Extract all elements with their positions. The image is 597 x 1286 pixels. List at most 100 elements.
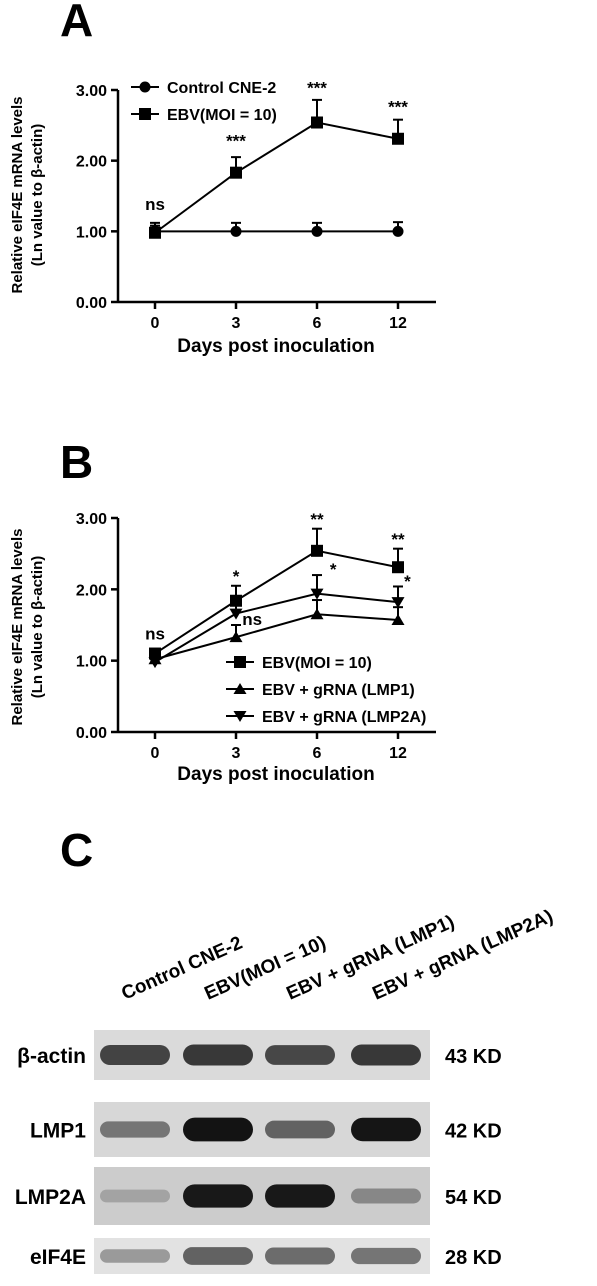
- blot-band: [183, 1184, 253, 1208]
- y-tick-label: 2.00: [76, 154, 107, 171]
- y-tick-label: 3.00: [76, 83, 107, 100]
- y-tick-label: 3.00: [76, 511, 107, 528]
- data-point: [392, 132, 404, 145]
- panel-a-xlabel: Days post inoculation: [177, 336, 374, 357]
- panel-a-legend: Control CNE-2 EBV(MOI = 10): [131, 80, 277, 124]
- legend-marker: [233, 683, 247, 694]
- significance-label: *: [404, 572, 411, 591]
- panel-c-letter: C: [60, 824, 93, 876]
- significance-label: **: [391, 530, 405, 549]
- blot-protein-label: LMP1: [30, 1120, 86, 1143]
- data-point: [229, 608, 243, 620]
- blot-band: [183, 1117, 253, 1142]
- blot-band: [265, 1247, 335, 1265]
- data-point: [230, 166, 242, 179]
- legend-label: EBV + gRNA (LMP2A): [262, 709, 426, 726]
- series-line: [154, 121, 399, 234]
- x-tick-label: 3: [232, 745, 241, 762]
- legend-marker: [139, 81, 151, 93]
- blot-band: [100, 1044, 170, 1066]
- series-line: [154, 549, 399, 655]
- panel-a-ylabel: Relative eIF4E mRNA levels (Ln value to …: [9, 96, 46, 293]
- data-point: [391, 614, 405, 626]
- blot-band: [351, 1044, 421, 1066]
- blot-band: [265, 1120, 335, 1139]
- panel-a-ylabel-line2: (Ln value to β-actin): [29, 124, 46, 267]
- blot-rows: β-actin 43 KD LMP1 42 KD LMP2A 54 KD eIF4E 28 K…: [15, 1030, 502, 1274]
- blot-band: [100, 1189, 170, 1203]
- y-tick-label: 2.00: [76, 582, 107, 599]
- blot-band: [265, 1184, 335, 1208]
- legend-entry: EBV + gRNA (LMP2A): [226, 709, 426, 726]
- data-point: [229, 631, 243, 643]
- data-point: [149, 226, 161, 239]
- blot-size-label: 28 KD: [445, 1247, 502, 1269]
- blot-protein-label: LMP2A: [15, 1186, 86, 1209]
- y-tick-label: 1.00: [76, 654, 107, 671]
- y-tick-label: 0.00: [76, 725, 107, 742]
- legend-label: EBV(MOI = 10): [167, 107, 277, 124]
- blot-band: [351, 1188, 421, 1204]
- blot-row-2: LMP1 42 KD: [30, 1102, 502, 1157]
- legend-marker: [233, 711, 247, 722]
- panel-b-letter: B: [60, 436, 93, 488]
- blot-band: [183, 1044, 253, 1066]
- y-tick-label: 1.00: [76, 224, 107, 241]
- x-tick-label: 6: [313, 745, 322, 762]
- blot-band: [183, 1247, 253, 1265]
- blot-band: [351, 1247, 421, 1265]
- panel-a-axes: 0.00 1.00 2.00 3.00 0 3 6 12: [76, 83, 436, 332]
- significance-label: ns: [145, 624, 165, 643]
- significance-label: **: [310, 510, 324, 529]
- significance-label: ***: [388, 98, 408, 117]
- data-point: [391, 597, 405, 609]
- data-point: [310, 588, 324, 600]
- x-tick-label: 12: [389, 745, 407, 762]
- blot-size-label: 42 KD: [445, 1121, 502, 1143]
- series-2: [149, 98, 404, 239]
- blot-protein-label: eIF4E: [30, 1246, 86, 1269]
- series-1: [149, 527, 404, 660]
- significance-label: ***: [307, 79, 327, 98]
- significance-label: *: [233, 567, 240, 586]
- panel-b-legend: EBV(MOI = 10) EBV + gRNA (LMP1) EBV + gRNA…: [226, 655, 426, 726]
- legend-entry: EBV + gRNA (LMP1): [226, 682, 415, 699]
- data-point: [148, 657, 162, 669]
- data-point: [311, 544, 323, 557]
- panel-b-ylabel-line1: Relative eIF4E mRNA levels: [9, 528, 26, 725]
- legend-entry: EBV(MOI = 10): [226, 655, 372, 672]
- blot-band: [351, 1117, 421, 1142]
- panel-b-series: [148, 527, 405, 669]
- data-point: [230, 225, 242, 237]
- significance-label: ns: [145, 195, 165, 214]
- blot-size-label: 43 KD: [445, 1046, 502, 1068]
- panel-b-xlabel: Days post inoculation: [177, 764, 374, 785]
- panel-b-ylabel: Relative eIF4E mRNA levels (Ln value to …: [9, 528, 46, 725]
- data-point: [392, 225, 404, 237]
- legend-marker: [234, 656, 246, 668]
- x-tick-label: 3: [232, 315, 241, 332]
- blot-band: [265, 1045, 335, 1065]
- data-point: [310, 608, 324, 620]
- data-point: [311, 116, 323, 129]
- data-point: [311, 225, 323, 237]
- panel-b-ylabel-line2: (Ln value to β-actin): [29, 556, 46, 699]
- blot-row-3: LMP2A 54 KD: [15, 1167, 502, 1225]
- panel-b-annotations: ns*ns******: [145, 510, 411, 643]
- x-tick-label: 0: [151, 745, 160, 762]
- legend-label: EBV(MOI = 10): [262, 655, 372, 672]
- legend-entry: EBV(MOI = 10): [131, 107, 277, 124]
- panel-a: A Relative eIF4E mRNA levels (Ln value t…: [9, 0, 436, 357]
- blot-protein-label: β-actin: [17, 1045, 86, 1068]
- blot-row-4: eIF4E 28 KD: [30, 1238, 502, 1274]
- legend-label: EBV + gRNA (LMP1): [262, 682, 415, 699]
- legend-label: Control CNE-2: [167, 80, 276, 97]
- legend-marker: [139, 108, 151, 120]
- x-tick-label: 12: [389, 315, 407, 332]
- blot-row-1: β-actin 43 KD: [17, 1030, 502, 1080]
- series-3: [148, 574, 405, 669]
- panel-a-annotations: ns *** *** ***: [145, 79, 408, 215]
- x-tick-label: 6: [313, 315, 322, 332]
